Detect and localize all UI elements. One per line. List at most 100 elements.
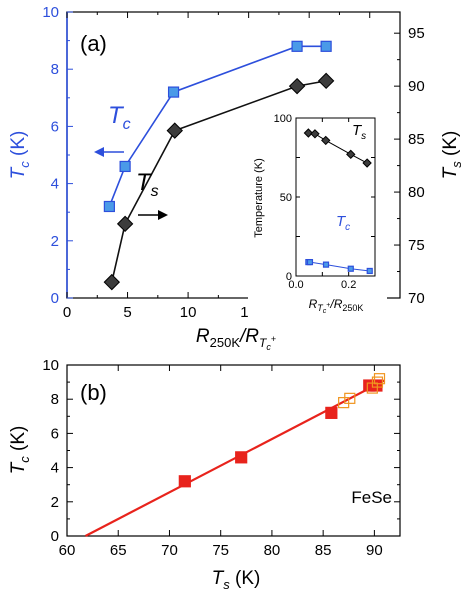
right-y-tick-label: 70: [408, 290, 425, 307]
inset-x-tick-label: 0.2: [341, 279, 356, 291]
open-data-point: [344, 392, 356, 404]
inset-tc-point: [322, 261, 330, 268]
inset-y-tick-label: 0: [286, 271, 292, 283]
inset-ts-label-main: T: [352, 122, 363, 139]
inset-ts-label-sub: s: [361, 131, 366, 142]
x-tick-label: 0: [63, 304, 71, 321]
open-data-point: [338, 397, 350, 409]
inset-x-label-sub-c: c: [323, 308, 327, 315]
tc-label-main: T: [108, 102, 125, 129]
b-y-tick-label: 4: [51, 460, 59, 477]
right-y-label-main: T: [440, 166, 461, 179]
b-y-label-unit: (K): [8, 426, 29, 457]
x-label-sub-t: T: [259, 336, 268, 350]
ts-data-point: [103, 273, 121, 291]
b-x-axis-label: Ts (K): [212, 568, 261, 592]
b-x-tick-label: 60: [59, 542, 76, 559]
inset-x-label-sup: +: [326, 302, 330, 309]
inset-y-tick-label: 50: [280, 192, 292, 204]
left-y-tick-label: 10: [42, 4, 59, 21]
inset-x-label-r: R: [309, 297, 318, 311]
inset-y-tick-label: 100: [274, 113, 292, 125]
b-y-tick-label: 0: [51, 528, 59, 545]
tc-label-sub: c: [123, 116, 131, 133]
open-data-point: [373, 373, 386, 385]
x-tick-label: 10: [180, 304, 197, 321]
right-y-tick-label: 95: [408, 25, 425, 42]
inset-x-axis-label: RTc+/R250K: [309, 297, 364, 315]
inset-ts-label: Ts: [352, 122, 366, 142]
left-y-tick-label: 6: [51, 118, 59, 135]
tc-data-point: [119, 160, 131, 173]
b-y-tick-label: 8: [51, 391, 59, 408]
open-data-point: [371, 376, 384, 388]
ts-series-label: Ts: [136, 169, 159, 200]
inset-tc-point: [306, 258, 314, 266]
right-y-axis-label: Ts (K): [440, 131, 464, 180]
panel-a-label: (a): [80, 31, 107, 56]
inset-ts-point: [310, 129, 320, 139]
right-y-label-sub: s: [449, 161, 464, 168]
panel-a: 05101520250246810707580859095Tc (K)Ts (K…: [8, 4, 464, 352]
tc-data-point: [291, 40, 303, 52]
b-y-tick-label: 10: [42, 357, 59, 374]
b-x-tick-label: 65: [110, 542, 127, 559]
inset-ts-point: [303, 128, 314, 138]
b-y-label-sub: c: [17, 456, 32, 463]
ts-label-sub: s: [151, 183, 159, 200]
inset-background: [248, 110, 387, 320]
filled-data-point: [325, 406, 338, 419]
ts-data-point: [317, 72, 335, 90]
ts-data-point: [166, 122, 183, 139]
inset-tc-point: [366, 267, 373, 275]
inset-y-axis-label: Temperature (K): [253, 158, 265, 237]
b-y-tick-label: 6: [51, 425, 59, 442]
ts-data-point: [116, 215, 134, 233]
inset-x-label-slash-r: /R: [329, 297, 342, 311]
left-arrow-icon: [94, 147, 104, 157]
inset-x-label-sub-250k: 250K: [342, 303, 363, 313]
inset-ts-point: [321, 135, 331, 146]
b-x-tick-label: 90: [366, 542, 383, 559]
left-y-tick-label: 2: [51, 233, 59, 250]
fit-line: [84, 379, 386, 537]
inset-tc-label-main: T: [336, 213, 347, 230]
b-x-tick-label: 70: [161, 542, 178, 559]
right-y-tick-label: 90: [408, 78, 425, 95]
left-y-label-sub: c: [17, 161, 32, 168]
inset-tc-label-sub: c: [345, 222, 350, 233]
left-y-label-main: T: [8, 166, 29, 179]
tc-data-point: [167, 86, 180, 98]
fese-annotation: FeSe: [351, 488, 392, 507]
inset-tc-point: [347, 265, 354, 272]
b-x-label-unit: (K): [230, 568, 261, 589]
inset-ts-point: [362, 158, 372, 168]
ts-data-point: [288, 77, 306, 95]
x-label-r: R: [196, 326, 210, 347]
inset-tc-label: Tc: [336, 213, 350, 233]
filled-data-point: [235, 451, 248, 464]
left-y-tick-label: 4: [51, 176, 59, 193]
tc-data-point: [320, 40, 332, 52]
x-axis-label: R250K/RTc+: [196, 326, 276, 352]
b-x-label-main: T: [212, 568, 225, 589]
inset-ts-point: [346, 149, 356, 160]
inset-x-label-sub-t: T: [317, 303, 324, 313]
b-y-axis-label: Tc (K): [8, 426, 32, 475]
tc-data-point: [103, 200, 115, 213]
inset-x-tick-label: 0.0: [288, 279, 303, 291]
x-label-slash-r: /R: [238, 326, 259, 347]
left-y-tick-label: 0: [51, 290, 59, 307]
x-label-sup-plus: +: [271, 334, 276, 344]
panel-b-frame: [66, 364, 401, 537]
filled-data-point: [178, 475, 191, 488]
right-y-label-unit: (K): [440, 131, 461, 162]
tc-series-label: Tc: [108, 102, 131, 133]
b-x-tick-label: 80: [264, 542, 281, 559]
panel-b-label: (b): [80, 380, 107, 405]
x-label-sub-c: c: [266, 342, 271, 352]
b-x-tick-label: 75: [212, 542, 229, 559]
b-y-tick-label: 2: [51, 494, 59, 511]
